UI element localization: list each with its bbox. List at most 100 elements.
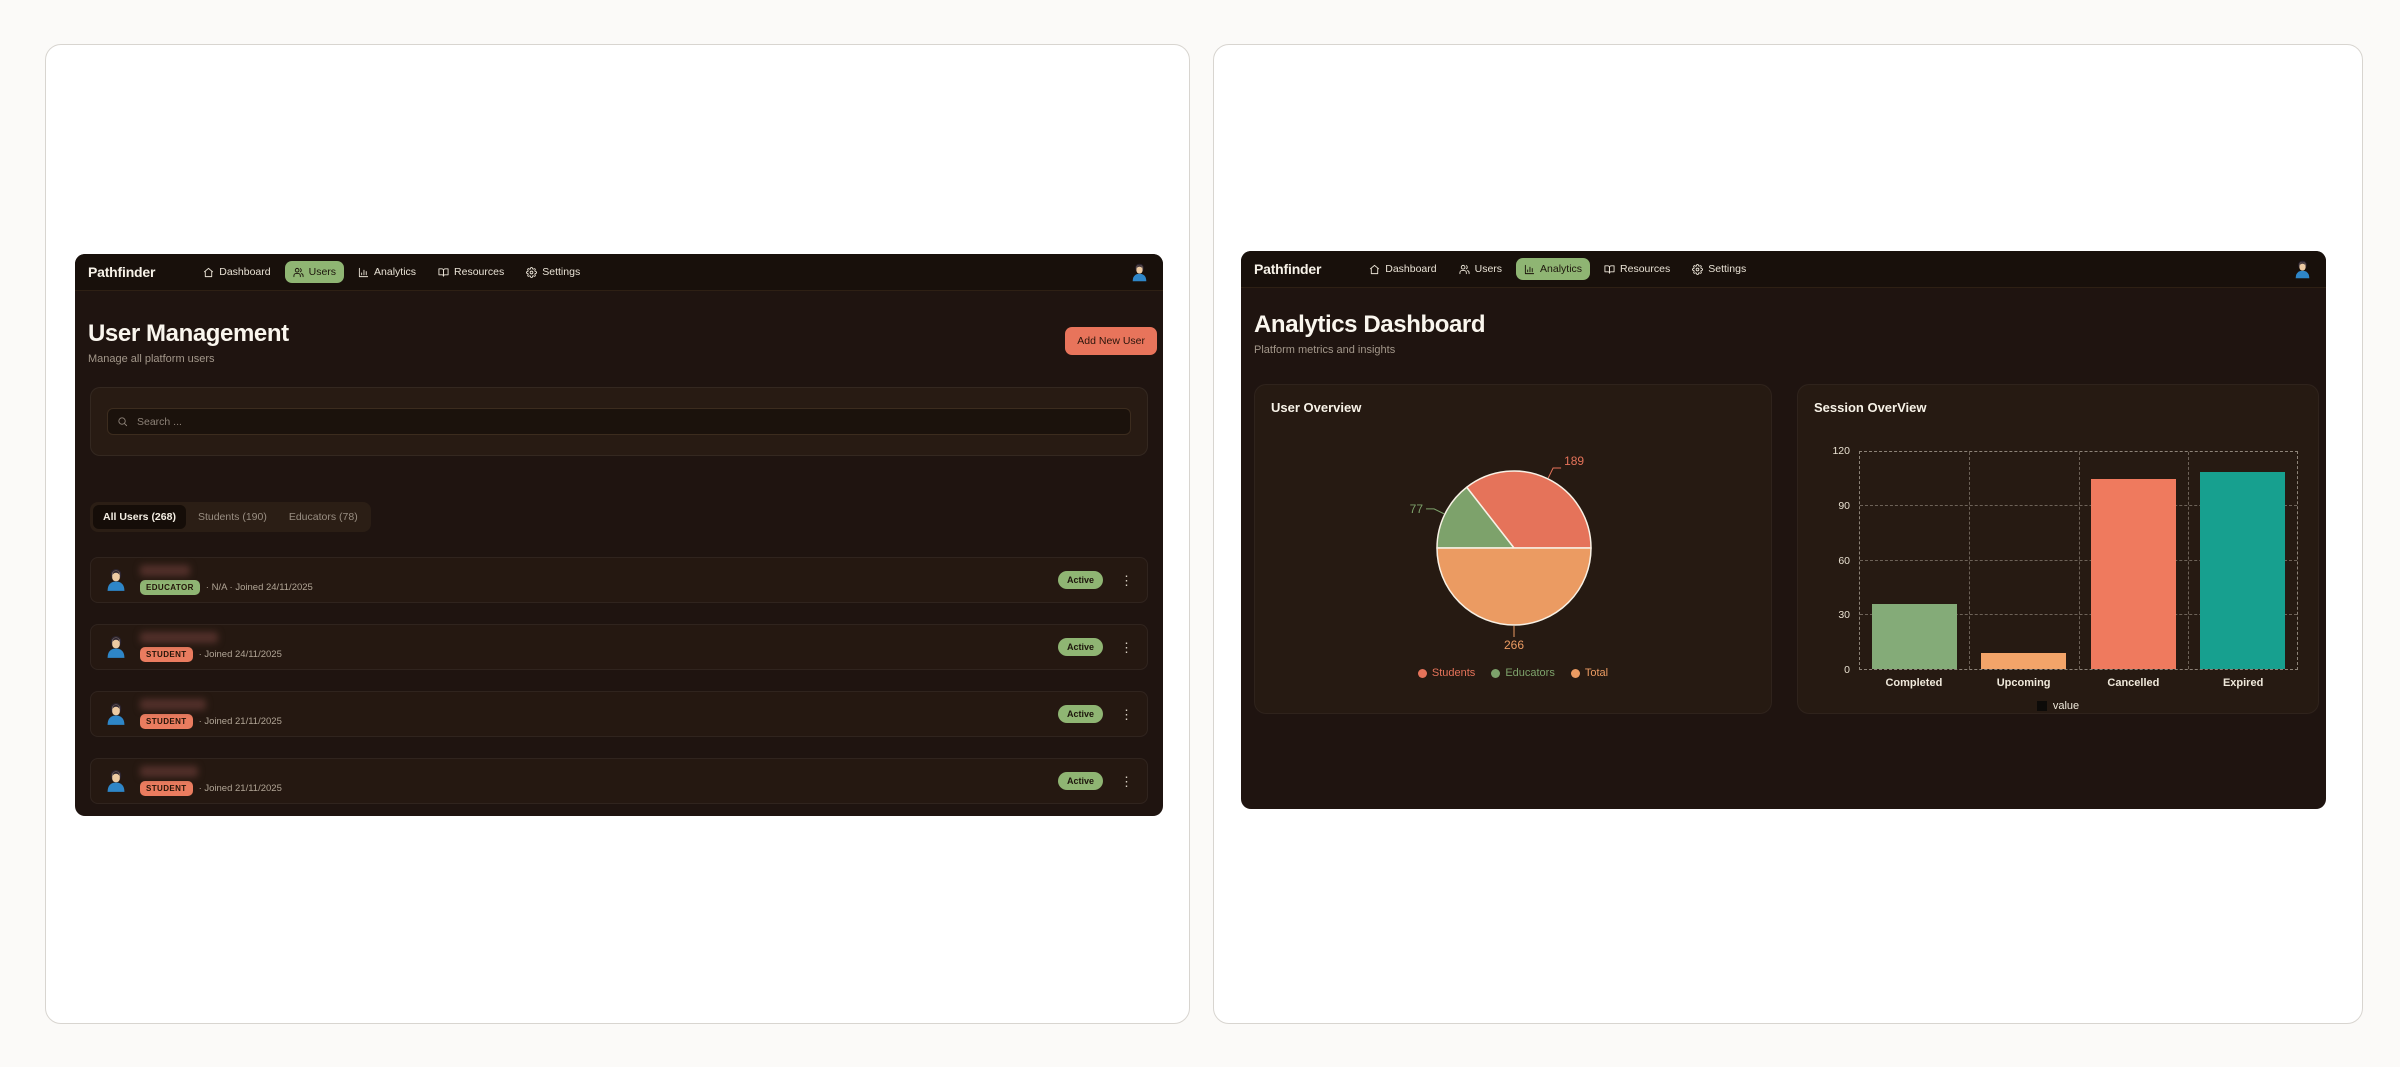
bar-completed [1872, 603, 1958, 669]
bar-chart-icon [1524, 264, 1535, 275]
redacted-user-name [140, 766, 198, 777]
user-meta-text: · Joined 21/11/2025 [198, 716, 282, 727]
book-open-icon [438, 267, 449, 278]
x-axis-label: Completed [1885, 677, 1943, 689]
redacted-user-name [140, 632, 218, 643]
y-axis-tick: 30 [1838, 609, 1850, 622]
gear-icon [1692, 264, 1703, 275]
page-title: User Management [88, 320, 289, 347]
tab-students[interactable]: Students (190) [197, 511, 267, 523]
gridline-h [1860, 505, 2297, 507]
book-open-icon [1604, 264, 1615, 275]
kebab-menu-icon[interactable]: ⋮ [1120, 773, 1133, 789]
session-overview-card: Session OverView 0 30 60 90 120 Completed Upc… [1797, 384, 2319, 714]
pathfinder-app-users: Pathfinder Dashboard Users Analytics Res… [75, 254, 1163, 816]
user-row[interactable]: EDUCATOR · N/A · Joined 24/11/2025 Activ… [90, 557, 1148, 603]
nav-item-resources[interactable]: Resources [1596, 258, 1678, 280]
legend-label: value [2052, 700, 2080, 712]
add-new-user-button[interactable]: Add New User [1065, 327, 1157, 355]
user-info: STUDENT · Joined 24/11/2025 [140, 632, 282, 662]
x-axis-label: Upcoming [1996, 677, 2051, 689]
page-header: User Management Manage all platform user… [88, 320, 1150, 366]
legend-item-educators: Educators [1491, 667, 1555, 679]
user-avatar-icon [103, 634, 129, 660]
home-icon [1369, 264, 1380, 275]
user-avatar-icon[interactable] [1129, 262, 1150, 283]
user-avatar-icon [103, 567, 129, 593]
role-badge: STUDENT [140, 714, 193, 729]
gridline-v [1969, 452, 1971, 669]
users-icon [293, 267, 304, 278]
charts-row: User Overview 189 77 266 Students Educators… [1254, 384, 2319, 714]
tab-educators[interactable]: Educators (78) [288, 511, 358, 523]
y-axis-tick: 60 [1838, 554, 1850, 567]
user-row[interactable]: STUDENT · Joined 21/11/2025 Active ⋮ [90, 758, 1148, 804]
page-header: Analytics Dashboard Platform metrics and… [1254, 311, 2313, 357]
nav-item-settings[interactable]: Settings [518, 261, 588, 283]
search-icon [117, 416, 128, 427]
pie-label-line [1547, 467, 1562, 479]
legend-item-total: Total [1570, 667, 1609, 679]
user-avatar-icon [103, 701, 129, 727]
top-navbar: Pathfinder Dashboard Users Analytics Res… [1241, 251, 2326, 288]
home-icon [203, 267, 214, 278]
gridline-v [2187, 452, 2189, 669]
gridline-h [1860, 559, 2297, 561]
gear-icon [526, 267, 537, 278]
nav-item-settings[interactable]: Settings [1684, 258, 1754, 280]
nav-item-users[interactable]: Users [1451, 258, 1510, 280]
legend-swatch [2036, 701, 2047, 711]
user-row[interactable]: STUDENT · Joined 21/11/2025 Active ⋮ [90, 691, 1148, 737]
legend-label: Students [1431, 667, 1476, 679]
nav-item-analytics[interactable]: Analytics [1516, 258, 1591, 280]
legend-dot [1417, 668, 1427, 678]
browser-card-analytics: Pathfinder Dashboard Users Analytics Res… [1213, 44, 2363, 1024]
legend-dot [1570, 668, 1580, 678]
chart-title: User Overview [1271, 400, 1362, 415]
nav-menu: Dashboard Users Analytics Resources Sett… [1361, 258, 1754, 280]
user-overview-card: User Overview 189 77 266 Students Educators… [1254, 384, 1772, 714]
bar-upcoming [1981, 652, 2067, 669]
user-info: STUDENT · Joined 21/11/2025 [140, 699, 282, 729]
pathfinder-app-analytics: Pathfinder Dashboard Users Analytics Res… [1241, 251, 2326, 809]
legend-dot [1491, 668, 1501, 678]
nav-item-dashboard[interactable]: Dashboard [195, 261, 278, 283]
y-axis-tick: 120 [1832, 445, 1850, 457]
user-avatar-icon[interactable] [2292, 259, 2313, 280]
status-badge: Active [1057, 772, 1103, 790]
bar-cancelled [2090, 479, 2176, 669]
gridline-v [2078, 452, 2080, 669]
row-actions: Active ⋮ [1057, 772, 1135, 790]
nav-item-resources[interactable]: Resources [430, 261, 512, 283]
row-actions: Active ⋮ [1057, 705, 1135, 723]
user-meta-text: · N/A · Joined 24/11/2025 [205, 582, 313, 593]
bar-plot-area [1859, 451, 2298, 670]
nav-item-users[interactable]: Users [284, 261, 345, 283]
kebab-menu-icon[interactable]: ⋮ [1120, 706, 1133, 722]
redacted-user-name [140, 699, 206, 710]
top-navbar: Pathfinder Dashboard Users Analytics Res… [75, 254, 1163, 291]
redacted-user-name [140, 565, 190, 576]
page-title: Analytics Dashboard [1254, 311, 1486, 338]
brand-logo: Pathfinder [88, 264, 156, 280]
kebab-menu-icon[interactable]: ⋮ [1120, 572, 1133, 588]
x-axis-label: Cancelled [2107, 677, 2160, 689]
bar-x-labels: Completed Upcoming Cancelled Expired [1859, 677, 2298, 689]
browser-card-user-management: Pathfinder Dashboard Users Analytics Res… [45, 44, 1190, 1024]
pie-value-label: 189 [1564, 454, 1584, 468]
page-subtitle: Manage all platform users [88, 353, 215, 365]
y-axis-tick: 0 [1844, 664, 1850, 676]
user-row[interactable]: STUDENT · Joined 24/11/2025 Active ⋮ [90, 624, 1148, 670]
nav-item-analytics[interactable]: Analytics [350, 261, 424, 283]
kebab-menu-icon[interactable]: ⋮ [1120, 639, 1133, 655]
session-bar-chart: 0 30 60 90 120 [1832, 445, 2298, 676]
bar-legend: value [1814, 700, 2302, 712]
tab-all-users[interactable]: All Users (268) [93, 505, 186, 529]
legend-label: Total [1584, 667, 1609, 679]
search-input[interactable] [135, 414, 1121, 429]
gridline-h [1860, 613, 2297, 615]
nav-item-dashboard[interactable]: Dashboard [1361, 258, 1444, 280]
user-meta: STUDENT · Joined 24/11/2025 [140, 647, 282, 662]
bar-slot [1860, 452, 1969, 669]
chart-title: Session OverView [1814, 400, 1927, 415]
